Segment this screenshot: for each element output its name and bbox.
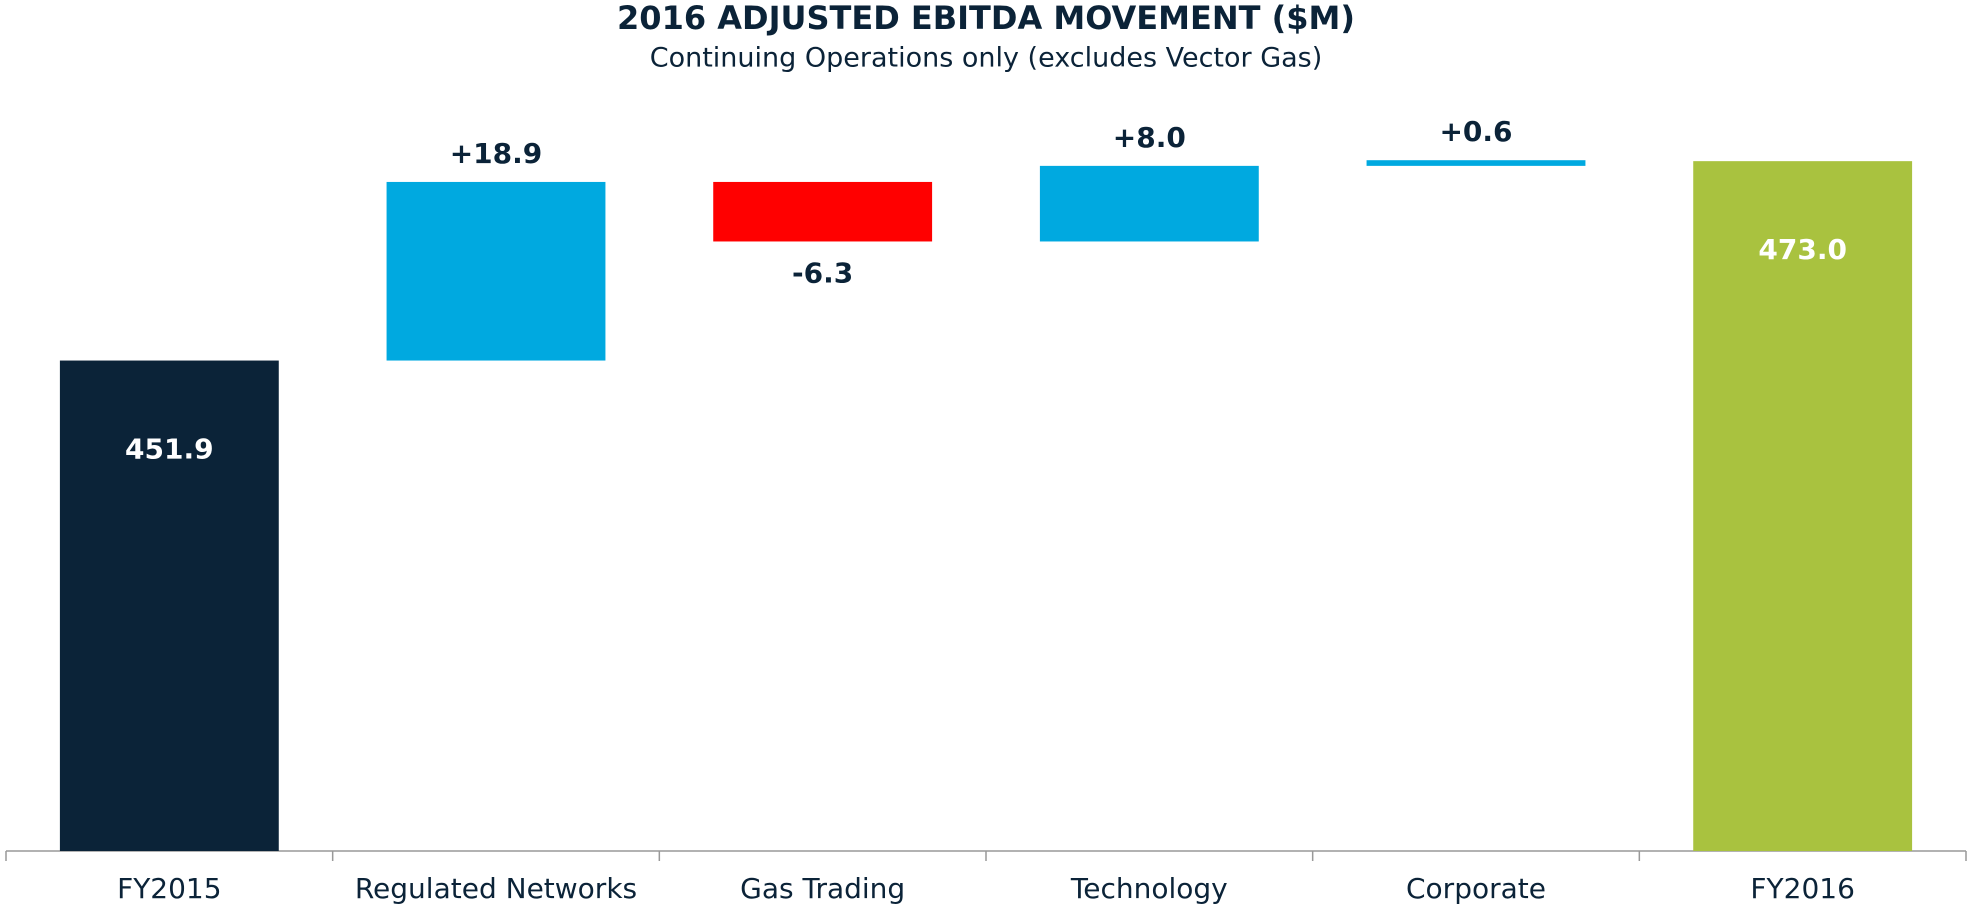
bar: [713, 181, 933, 242]
x-tick-label: FY2016: [1750, 872, 1854, 905]
x-tick-label: Regulated Networks: [355, 872, 637, 905]
value-label: -6.3: [792, 256, 853, 289]
value-label: +8.0: [1113, 121, 1186, 154]
value-label: 473.0: [1758, 233, 1847, 266]
chart-title: 2016 ADJUSTED EBITDA MOVEMENT ($M): [617, 0, 1355, 37]
bar: [1039, 165, 1259, 242]
x-tick-label: Gas Trading: [740, 872, 905, 905]
bar: [386, 181, 606, 361]
x-tick-label: Technology: [1070, 872, 1228, 905]
bar: [1366, 160, 1586, 166]
value-label: +18.9: [450, 137, 543, 170]
chart-subtitle: Continuing Operations only (excludes Vec…: [650, 43, 1323, 74]
x-tick-label: FY2015: [117, 872, 221, 905]
bar: [59, 360, 279, 851]
bar: [1693, 161, 1913, 851]
value-label: +0.6: [1439, 115, 1512, 148]
x-tick-label: Corporate: [1406, 872, 1546, 905]
value-label: 451.9: [125, 433, 214, 466]
